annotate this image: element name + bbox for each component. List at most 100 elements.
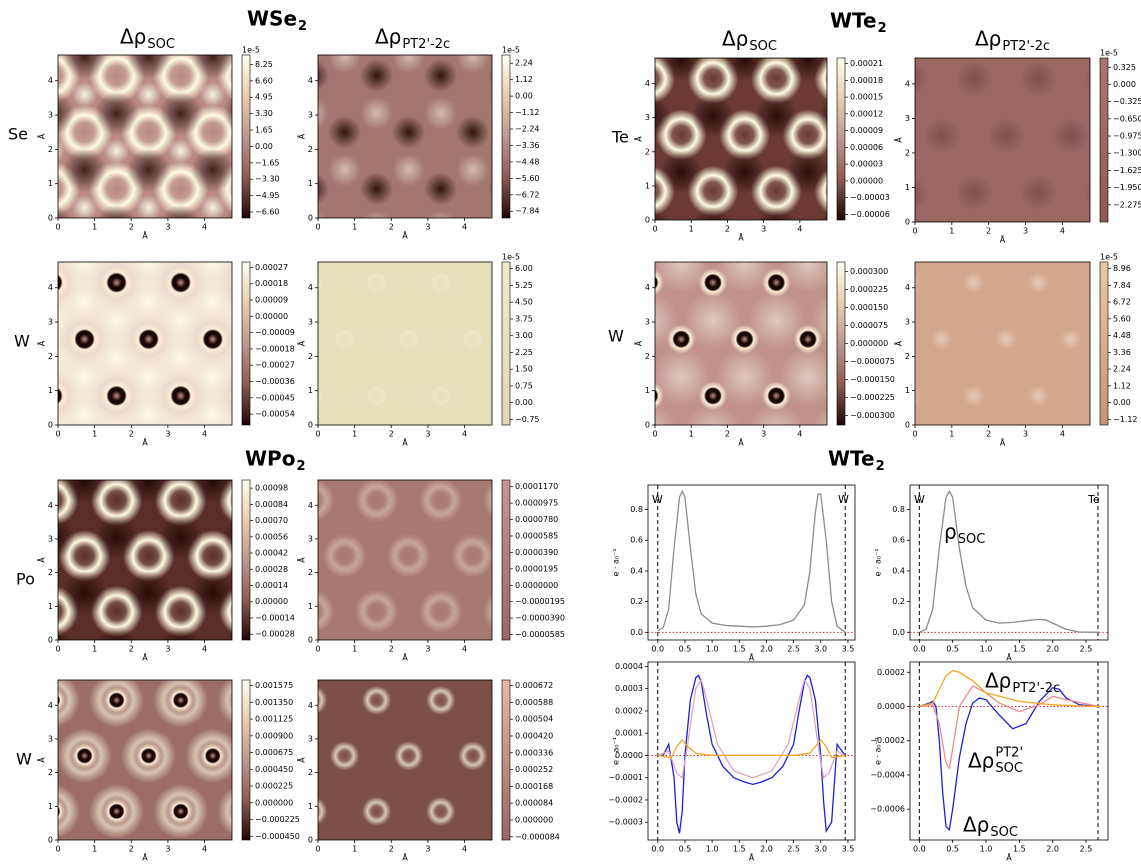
heatmap-feature: [291, 589, 335, 633]
x-tick-label: 4: [1060, 227, 1065, 236]
colorbar-tick-label: 0.325: [1113, 63, 1136, 72]
series-label-sub: PT2'-2c: [1012, 681, 1060, 696]
heatmap-feature: [451, 534, 495, 578]
heatmap-feature: [334, 441, 356, 463]
heatmap-feature: [63, 571, 107, 615]
heatmap-feature: [200, 195, 226, 221]
y-tick-label: 2: [308, 352, 313, 361]
y-tick-label: 0.6: [892, 536, 905, 545]
x-axis-label: Å: [142, 852, 148, 862]
x-axis-label: Å: [402, 230, 408, 241]
heatmap-feature: [0, 148, 42, 192]
colorbar-tick-label: −3.30: [255, 175, 280, 184]
panel-title: WTe: [828, 447, 875, 471]
heatmap-feature: [63, 148, 107, 192]
heatmap-feature: [200, 743, 226, 769]
colorbar-tick-label: 8.96: [1113, 264, 1131, 273]
colorbar-tick-label: 0.000150: [850, 303, 888, 312]
colorbar-tick-label: 0.00000: [850, 176, 883, 185]
heatmap-feature: [783, 0, 834, 48]
annotation: ρ: [944, 520, 957, 544]
x-tick-label: 4: [202, 845, 207, 854]
y-axis-label: e · a₀⁻¹: [874, 548, 883, 576]
heatmap-feature: [572, 268, 601, 297]
heatmap-feature: [596, 38, 639, 81]
x-tick-label: 3.0: [814, 645, 827, 654]
y-tick-label: 3: [308, 111, 313, 120]
y-tick-label: 2: [48, 145, 53, 154]
colorbar-tick-label: 0.00000: [255, 597, 288, 606]
x-tick-label: 2.0: [760, 645, 773, 654]
heatmap-feature: [0, 460, 42, 504]
colorbar-tick-label: 0.0000780: [515, 515, 558, 524]
x-tick-label: 2.5: [787, 645, 800, 654]
heatmap-feature: [1060, 441, 1082, 463]
column-header: Δρ: [375, 25, 401, 49]
x-tick-label: 4: [462, 430, 467, 439]
heatmap-feature: [104, 138, 130, 164]
heatmap-feature: [730, 438, 759, 467]
x-tick-label: 0.5: [679, 645, 692, 654]
y-tick-label: 2: [48, 352, 53, 361]
heatmap-feature: [590, 215, 612, 237]
colorbar: [502, 55, 510, 218]
heatmap-feature: [424, 172, 457, 205]
heatmap-feature: [584, 40, 617, 73]
heatmap-feature: [314, 839, 369, 861]
y-tick-label: 1: [48, 179, 53, 188]
colorbar-tick-label: 0.00000: [255, 312, 288, 321]
y-tick-label: 0.4: [892, 566, 905, 575]
heatmap-feature: [0, 0, 48, 46]
heatmap-feature: [656, 0, 707, 48]
x-tick-label: 4: [462, 645, 467, 654]
row-label: Po: [16, 570, 35, 589]
colorbar-tick-label: 0.00: [1113, 398, 1131, 407]
heatmap-feature: [159, 515, 203, 559]
heatmap-feature: [59, 419, 110, 470]
heatmap-feature: [0, 839, 48, 861]
x-tick-label: 3: [425, 430, 430, 439]
axes-frame: [910, 485, 1108, 640]
y-tick-label: 4: [308, 283, 313, 292]
heatmap-feature: [196, 323, 229, 356]
x-tick-label: 2: [725, 225, 730, 234]
y-tick-label: 0: [645, 421, 650, 430]
heatmap-feature: [945, 0, 988, 25]
x-tick-label: 0: [55, 845, 60, 854]
heatmap-feature: [136, 195, 162, 221]
y-tick-label: 3: [48, 318, 53, 327]
annotation: W: [914, 493, 925, 506]
colorbar-tick-label: 6.60: [255, 76, 273, 85]
colorbar-tick-label: 0.00: [515, 92, 533, 101]
heatmap-feature: [558, 385, 580, 407]
colorbar-tick-label: −1.950: [1113, 183, 1141, 192]
colorbar-tick-label: 2.25: [515, 348, 533, 357]
y-tick-label: 1: [48, 802, 53, 811]
series-label-sub: SOC: [990, 825, 1018, 840]
heatmap-feature: [255, 35, 299, 79]
colorbar-tick-label: −2.24: [515, 125, 540, 134]
heatmap-feature: [269, 215, 291, 237]
heatmap-feature: [572, 155, 601, 184]
heatmap-feature: [323, 423, 367, 467]
heatmap-feature: [1124, 215, 1141, 237]
heatmap-feature: [136, 82, 162, 108]
axes-frame: [648, 662, 855, 840]
heatmap-feature: [794, 325, 823, 354]
heatmap-feature: [526, 441, 548, 463]
x-tick-label: 2.5: [1080, 645, 1093, 654]
x-tick-label: 1: [352, 645, 357, 654]
heatmap-feature: [462, 328, 484, 350]
colorbar-tick-label: −5.60: [515, 174, 540, 183]
y-axis-label: Å: [893, 137, 904, 143]
heatmap-feature: [424, 0, 457, 17]
heatmap-feature: [456, 153, 489, 186]
heatmap-feature: [0, 159, 50, 218]
heatmap-feature: [956, 60, 993, 97]
heatmap-feature: [0, 272, 50, 331]
x-tick-label: 0: [315, 645, 320, 654]
heatmap-feature: [762, 381, 791, 410]
x-tick-label: 2.0: [1046, 845, 1059, 854]
x-tick-label: 0: [652, 430, 657, 439]
y-tick-label: 3: [308, 534, 313, 543]
